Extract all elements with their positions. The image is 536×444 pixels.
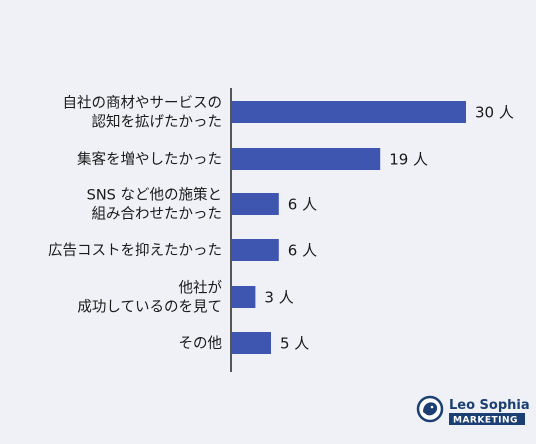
category-label-2-line-0: SNS など他の施策と bbox=[87, 187, 222, 204]
logo-subtitle: MARKETING bbox=[453, 416, 518, 426]
value-label-1: 19 人 bbox=[389, 151, 428, 169]
lion-logo-icon bbox=[416, 395, 444, 423]
logo: Leo Sophia MARKETING bbox=[416, 395, 530, 426]
bar-2 bbox=[232, 193, 279, 215]
value-label-4: 3 人 bbox=[264, 289, 293, 307]
value-label-0: 30 人 bbox=[475, 104, 514, 122]
value-label-3: 6 人 bbox=[288, 242, 317, 260]
bar-0 bbox=[232, 101, 466, 123]
category-label-3: 広告コストを抑えたかった bbox=[48, 242, 222, 259]
value-labels-group: 30 人 19 人 6 人 6 人 3 人 5 人 bbox=[264, 104, 513, 353]
value-label-2: 6 人 bbox=[288, 196, 317, 214]
category-label-4-line-1: 成功しているのを見て bbox=[77, 299, 222, 316]
category-label-2-line-1: 組み合わせたかった bbox=[92, 206, 223, 223]
category-label-2: SNS など他の施策と組み合わせたかった bbox=[87, 187, 222, 223]
bars-group bbox=[232, 101, 466, 354]
category-label-3-line-0: 広告コストを抑えたかった bbox=[48, 242, 222, 259]
category-label-4: 他社が成功しているのを見て bbox=[77, 280, 222, 316]
category-label-0-line-1: 認知を拡げたかった bbox=[92, 114, 223, 131]
category-label-5-line-0: その他 bbox=[179, 335, 223, 352]
category-label-5: その他 bbox=[179, 335, 223, 352]
bar-5 bbox=[232, 332, 271, 354]
category-label-0: 自社の商材やサービスの認知を拡げたかった bbox=[63, 95, 223, 131]
category-label-1: 集客を増やしたかった bbox=[77, 151, 222, 168]
logo-name: Leo Sophia bbox=[449, 398, 530, 413]
bar-1 bbox=[232, 148, 381, 170]
category-label-1-line-0: 集客を増やしたかった bbox=[77, 151, 222, 168]
bar-3 bbox=[232, 239, 279, 261]
category-label-0-line-0: 自社の商材やサービスの bbox=[63, 95, 223, 112]
category-label-4-line-0: 他社が bbox=[179, 280, 223, 297]
value-label-5: 5 人 bbox=[280, 335, 309, 353]
bar-4 bbox=[232, 286, 256, 308]
logo-subtitle-box bbox=[449, 413, 525, 425]
